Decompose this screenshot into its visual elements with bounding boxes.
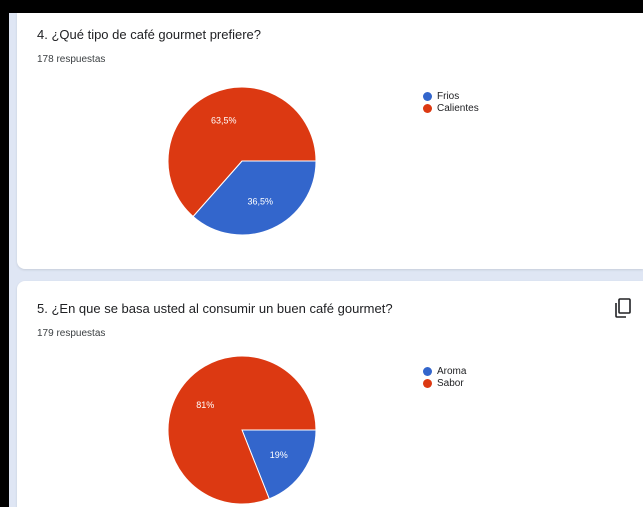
legend-item-sabor[interactable]: Sabor [423, 377, 466, 389]
pie-data-label: 19% [270, 450, 288, 460]
legend-label: Frios [437, 90, 460, 102]
legend-swatch-blue [423, 366, 432, 376]
copy-icon[interactable] [613, 297, 633, 319]
legend-swatch-blue [423, 91, 432, 101]
forms-summary-page: 4. ¿Qué tipo de café gourmet prefiere? 1… [9, 13, 643, 507]
question-card-4: 4. ¿Qué tipo de café gourmet prefiere? 1… [17, 13, 643, 269]
pie-slice-calientes[interactable] [167, 86, 317, 218]
pie-slice-frios[interactable] [192, 160, 317, 236]
legend-item-aroma[interactable]: Aroma [423, 365, 466, 377]
pie-chart-consumption-basis: 19% 81% [167, 355, 317, 505]
response-count: 178 respuestas [37, 54, 106, 65]
legend-swatch-red [423, 378, 432, 388]
legend-label: Sabor [437, 377, 464, 389]
legend-item-frios[interactable]: Frios [423, 90, 479, 102]
question-card-5: 5. ¿En que se basa usted al consumir un … [17, 281, 643, 507]
legend-swatch-red [423, 103, 432, 113]
pie-data-label: 81% [196, 400, 214, 410]
pie-data-label: 63,5% [211, 116, 237, 126]
legend-label: Aroma [437, 365, 467, 377]
chart-legend: Frios Calientes [423, 90, 479, 114]
question-title: 5. ¿En que se basa usted al consumir un … [37, 301, 393, 316]
pie-data-label: 36,5% [248, 196, 274, 206]
legend-label: Calientes [437, 102, 479, 114]
pie-slice-aroma[interactable] [241, 429, 317, 500]
pie-chart-coffee-type: 36,5% 63,5% [167, 86, 317, 236]
pie-slice-sabor[interactable] [167, 355, 317, 505]
response-count: 179 respuestas [37, 328, 106, 339]
legend-item-calientes[interactable]: Calientes [423, 102, 479, 114]
chart-legend: Aroma Sabor [423, 365, 466, 389]
question-title: 4. ¿Qué tipo de café gourmet prefiere? [37, 27, 262, 42]
